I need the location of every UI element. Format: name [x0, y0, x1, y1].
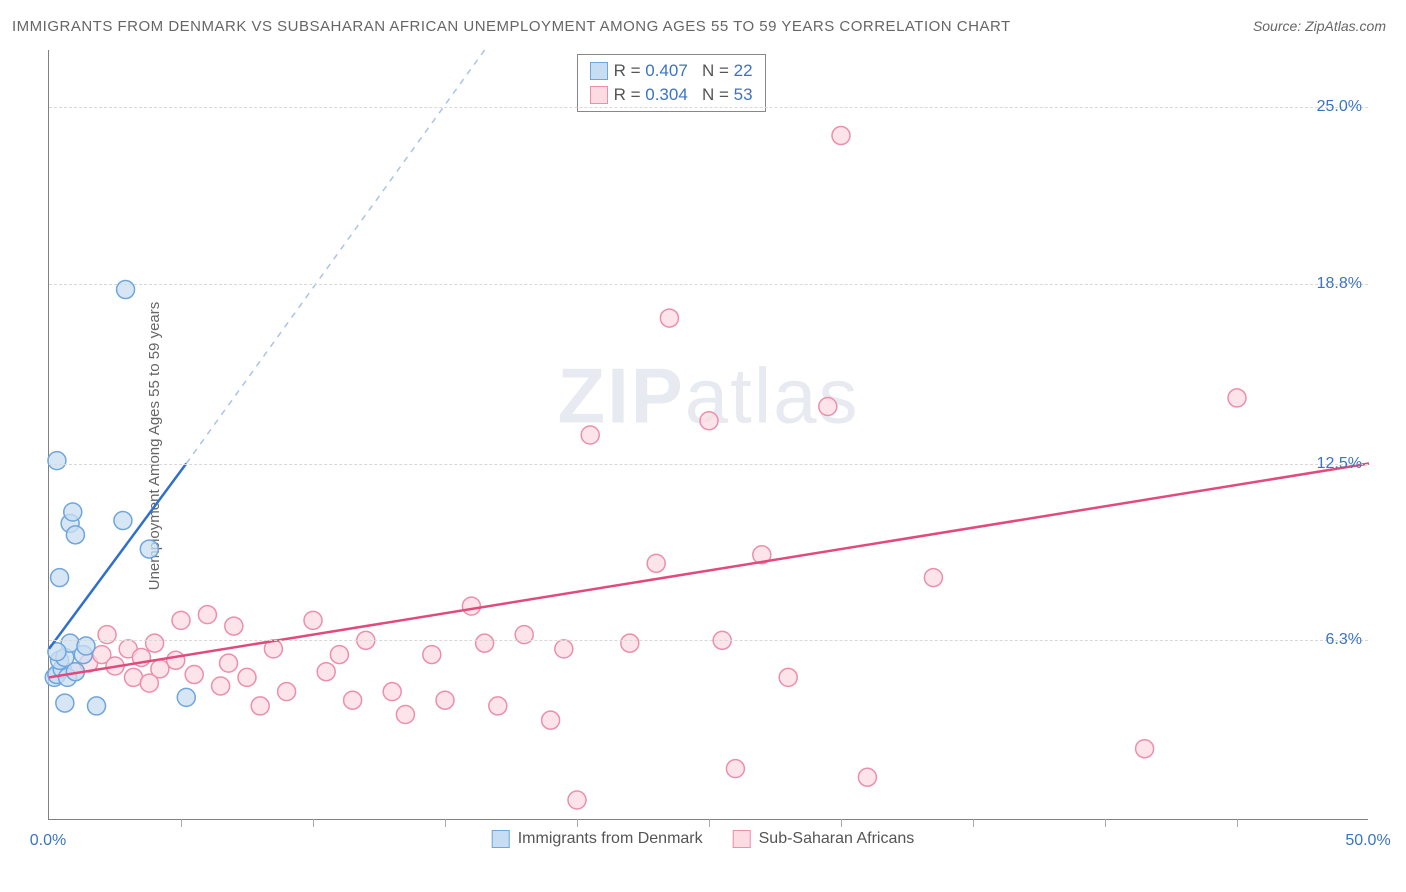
gridline [49, 640, 1368, 641]
legend-row-subsaharan: R = 0.304 N = 53 [590, 83, 753, 107]
regression-line-denmark [49, 464, 186, 649]
data-point-subsaharan [344, 691, 362, 709]
data-point-subsaharan [220, 654, 238, 672]
legend-series-subsaharan[interactable]: Sub-Saharan Africans [733, 830, 915, 848]
x-tick [313, 819, 314, 827]
gridline [49, 107, 1368, 108]
data-point-subsaharan [858, 768, 876, 786]
data-point-subsaharan [700, 412, 718, 430]
data-point-subsaharan [1136, 740, 1154, 758]
data-point-denmark [114, 512, 132, 530]
data-point-subsaharan [568, 791, 586, 809]
data-point-denmark [56, 694, 74, 712]
data-point-subsaharan [542, 711, 560, 729]
source-prefix: Source: [1253, 18, 1305, 34]
data-point-subsaharan [317, 663, 335, 681]
data-point-subsaharan [225, 617, 243, 635]
legend-r-text: R = 0.304 N = 53 [614, 85, 753, 105]
data-point-subsaharan [212, 677, 230, 695]
data-point-subsaharan [396, 705, 414, 723]
regression-dash-denmark [186, 50, 484, 464]
data-point-denmark [140, 540, 158, 558]
data-point-subsaharan [436, 691, 454, 709]
legend-swatch [733, 830, 751, 848]
data-point-subsaharan [423, 646, 441, 664]
gridline [49, 284, 1368, 285]
data-point-subsaharan [581, 426, 599, 444]
data-point-subsaharan [172, 611, 190, 629]
data-point-subsaharan [383, 683, 401, 701]
data-point-subsaharan [476, 634, 494, 652]
chart-container: IMMIGRANTS FROM DENMARK VS SUBSAHARAN AF… [0, 0, 1406, 892]
plot-area: ZIPatlas R = 0.407 N = 22R = 0.304 N = 5… [48, 50, 1368, 820]
y-tick-label: 18.8% [1317, 275, 1362, 293]
data-point-denmark [64, 503, 82, 521]
data-point-subsaharan [621, 634, 639, 652]
data-point-subsaharan [140, 674, 158, 692]
x-tick [1237, 819, 1238, 827]
x-tick [1105, 819, 1106, 827]
x-tick [445, 819, 446, 827]
data-point-subsaharan [647, 554, 665, 572]
series-legend: Immigrants from Denmark Sub-Saharan Afric… [492, 830, 915, 848]
source-credit: Source: ZipAtlas.com [1253, 18, 1386, 34]
legend-swatch [492, 830, 510, 848]
x-tick-label: 50.0% [1345, 832, 1390, 850]
legend-swatch [590, 86, 608, 104]
legend-series-label: Sub-Saharan Africans [759, 830, 915, 848]
data-point-subsaharan [555, 640, 573, 658]
x-tick [841, 819, 842, 827]
data-point-subsaharan [779, 668, 797, 686]
plot-svg [49, 50, 1368, 819]
x-tick [973, 819, 974, 827]
y-tick-label: 6.3% [1326, 631, 1362, 649]
data-point-subsaharan [146, 634, 164, 652]
x-tick [709, 819, 710, 827]
regression-line-subsaharan [49, 464, 1369, 678]
correlation-legend: R = 0.407 N = 22 R = 0.304 N = 53 [577, 54, 766, 112]
x-tick [181, 819, 182, 827]
data-point-denmark [51, 569, 69, 587]
data-point-subsaharan [278, 683, 296, 701]
data-point-denmark [177, 688, 195, 706]
data-point-subsaharan [238, 668, 256, 686]
data-point-subsaharan [251, 697, 269, 715]
data-point-subsaharan [330, 646, 348, 664]
data-point-subsaharan [198, 606, 216, 624]
legend-series-denmark[interactable]: Immigrants from Denmark [492, 830, 703, 848]
data-point-subsaharan [726, 760, 744, 778]
legend-series-label: Immigrants from Denmark [518, 830, 703, 848]
legend-r-text: R = 0.407 N = 22 [614, 61, 753, 81]
chart-title: IMMIGRANTS FROM DENMARK VS SUBSAHARAN AF… [12, 18, 1011, 35]
y-tick-label: 25.0% [1317, 98, 1362, 116]
data-point-denmark [48, 452, 66, 470]
data-point-subsaharan [832, 127, 850, 145]
y-tick-label: 12.5% [1317, 455, 1362, 473]
data-point-subsaharan [304, 611, 322, 629]
x-tick [577, 819, 578, 827]
gridline [49, 464, 1368, 465]
data-point-subsaharan [1228, 389, 1246, 407]
data-point-subsaharan [924, 569, 942, 587]
data-point-denmark [88, 697, 106, 715]
data-point-subsaharan [819, 397, 837, 415]
data-point-subsaharan [185, 666, 203, 684]
data-point-subsaharan [462, 597, 480, 615]
legend-row-denmark: R = 0.407 N = 22 [590, 59, 753, 83]
data-point-denmark [66, 526, 84, 544]
data-point-subsaharan [167, 651, 185, 669]
data-point-subsaharan [489, 697, 507, 715]
source-link[interactable]: ZipAtlas.com [1305, 18, 1386, 34]
x-tick-label: 0.0% [30, 832, 66, 850]
data-point-subsaharan [660, 309, 678, 327]
legend-swatch [590, 62, 608, 80]
